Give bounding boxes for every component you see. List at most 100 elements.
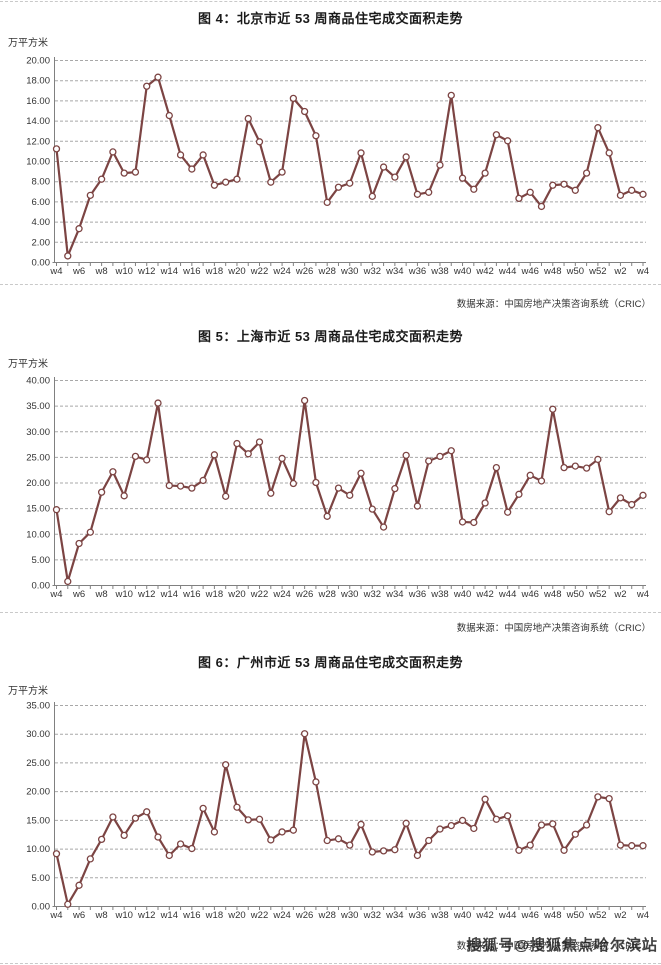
series-line bbox=[55, 732, 645, 906]
svg-text:8.00: 8.00 bbox=[32, 177, 51, 188]
svg-text:w28: w28 bbox=[317, 266, 335, 277]
svg-text:20.00: 20.00 bbox=[26, 787, 50, 798]
svg-text:w26: w26 bbox=[295, 910, 313, 921]
data-point-marker bbox=[436, 161, 444, 169]
axes bbox=[52, 57, 646, 263]
svg-text:w28: w28 bbox=[317, 910, 335, 921]
svg-text:w8: w8 bbox=[95, 910, 108, 921]
data-point-marker bbox=[131, 168, 140, 176]
figure4-beijing-line-chart: 0.00 2.00 4.00 6.00 8.00 10.00 12.00 14.00 16.00… bbox=[26, 56, 649, 278]
data-point-marker bbox=[560, 180, 568, 188]
svg-text:20.00: 20.00 bbox=[26, 478, 50, 489]
svg-text:w4: w4 bbox=[636, 910, 649, 921]
x-axis-ticks bbox=[56, 586, 644, 589]
svg-text:25.00: 25.00 bbox=[26, 452, 50, 463]
svg-text:w4: w4 bbox=[636, 589, 649, 600]
svg-text:w32: w32 bbox=[363, 910, 381, 921]
data-point-marker bbox=[323, 198, 331, 207]
data-point-marker bbox=[188, 165, 196, 173]
svg-text:w40: w40 bbox=[453, 910, 471, 921]
svg-text:w14: w14 bbox=[160, 589, 178, 600]
svg-text:w42: w42 bbox=[475, 589, 493, 600]
data-point-marker bbox=[379, 523, 388, 531]
data-point-marker bbox=[109, 813, 117, 821]
data-point-marker bbox=[165, 851, 173, 860]
series-markers bbox=[52, 730, 647, 908]
data-point-marker bbox=[97, 835, 106, 844]
data-point-marker bbox=[492, 131, 501, 139]
svg-text:2.00: 2.00 bbox=[32, 237, 51, 248]
data-point-marker bbox=[120, 169, 128, 177]
data-point-marker bbox=[154, 73, 162, 81]
data-point-marker bbox=[300, 107, 309, 116]
data-point-marker bbox=[391, 173, 399, 181]
svg-text:w22: w22 bbox=[250, 910, 268, 921]
data-point-marker bbox=[436, 825, 444, 833]
svg-text:0.00: 0.00 bbox=[32, 581, 51, 592]
data-point-marker bbox=[64, 900, 72, 908]
data-point-marker bbox=[75, 539, 83, 548]
svg-text:w10: w10 bbox=[114, 910, 132, 921]
y-axis-tick-labels: 0.00 2.00 4.00 6.00 8.00 10.00 12.00 14.00 16.00… bbox=[26, 56, 50, 269]
svg-text:30.00: 30.00 bbox=[26, 427, 50, 438]
data-point-marker bbox=[639, 491, 647, 499]
series-markers bbox=[52, 73, 647, 260]
data-point-marker bbox=[267, 178, 275, 186]
svg-text:5.00: 5.00 bbox=[32, 555, 51, 566]
svg-text:w12: w12 bbox=[137, 266, 155, 277]
data-point-marker bbox=[334, 183, 343, 191]
data-point-marker bbox=[481, 499, 489, 507]
svg-text:30.00: 30.00 bbox=[26, 729, 50, 740]
data-point-marker bbox=[64, 252, 72, 260]
svg-text:w16: w16 bbox=[182, 910, 200, 921]
data-point-marker bbox=[176, 151, 185, 159]
svg-text:w48: w48 bbox=[543, 910, 561, 921]
data-point-marker bbox=[582, 169, 591, 177]
svg-text:w4: w4 bbox=[49, 266, 62, 277]
data-point-marker bbox=[312, 778, 320, 786]
svg-text:w24: w24 bbox=[272, 910, 290, 921]
svg-text:w8: w8 bbox=[95, 589, 108, 600]
svg-text:w34: w34 bbox=[385, 589, 403, 600]
data-point-marker bbox=[52, 506, 61, 514]
data-point-marker bbox=[188, 844, 196, 853]
svg-text:w48: w48 bbox=[543, 266, 561, 277]
svg-text:w52: w52 bbox=[588, 266, 606, 277]
data-point-marker bbox=[300, 396, 309, 405]
series-line bbox=[55, 399, 645, 583]
data-point-marker bbox=[436, 452, 444, 461]
figure5-shanghai-line-chart: 0.00 5.00 10.00 15.00 20.00 25.00 30.00 35.00 40… bbox=[26, 376, 649, 601]
gridlines bbox=[55, 705, 646, 879]
data-point-marker bbox=[391, 485, 399, 493]
data-point-marker bbox=[458, 174, 467, 182]
data-point-marker bbox=[605, 149, 613, 157]
svg-text:w14: w14 bbox=[160, 266, 178, 277]
data-point-marker bbox=[289, 94, 298, 103]
data-point-marker bbox=[199, 476, 207, 485]
data-point-marker bbox=[143, 82, 151, 90]
data-point-marker bbox=[425, 188, 433, 196]
figure6-title: 图 6：广州市近 53 周商品住宅成交面积走势 bbox=[197, 655, 464, 670]
data-point-marker bbox=[86, 855, 94, 863]
x-axis-ticks bbox=[56, 263, 644, 266]
data-point-marker bbox=[233, 175, 241, 183]
data-point-marker bbox=[357, 469, 365, 477]
data-point-marker bbox=[571, 186, 579, 194]
data-point-marker bbox=[199, 151, 207, 159]
data-point-marker bbox=[346, 841, 354, 849]
data-point-marker bbox=[515, 846, 523, 854]
data-point-marker bbox=[470, 824, 478, 833]
data-point-marker bbox=[425, 836, 433, 845]
data-point-marker bbox=[176, 482, 185, 490]
data-point-marker bbox=[109, 468, 117, 476]
svg-text:w12: w12 bbox=[137, 589, 155, 600]
svg-text:35.00: 35.00 bbox=[26, 701, 50, 712]
figure6-guangzhou-line-chart: 0.00 5.00 10.00 15.00 20.00 25.00 30.00 35.00 w4… bbox=[26, 701, 649, 922]
svg-text:w4: w4 bbox=[49, 589, 62, 600]
svg-text:w12: w12 bbox=[137, 910, 155, 921]
svg-text:10.00: 10.00 bbox=[26, 844, 50, 855]
svg-text:w2: w2 bbox=[613, 266, 626, 277]
svg-text:w2: w2 bbox=[613, 589, 626, 600]
x-axis-tick-labels: w4 w6 w8 w10 w12 w14 w16 w18 w20 w22 w24 w26 w28 w30 w… bbox=[49, 266, 649, 277]
data-point-marker bbox=[357, 820, 365, 829]
